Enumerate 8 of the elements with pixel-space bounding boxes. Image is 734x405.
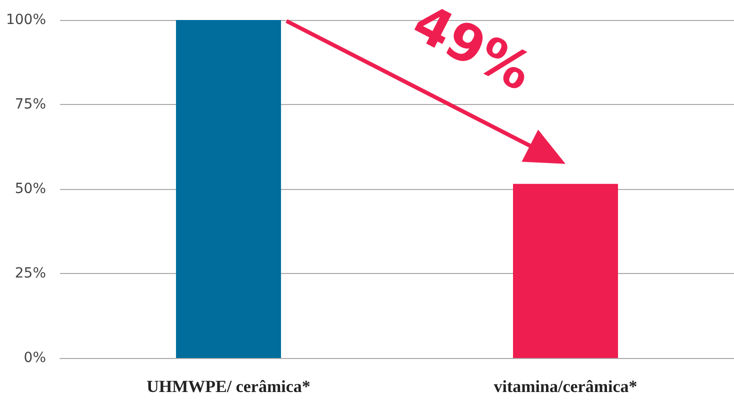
annotation: 49% (403, 0, 542, 104)
x-tick-label: vitamina/cerâmica* (494, 377, 638, 396)
y-tick-label: 0% (24, 350, 46, 366)
y-tick-label: 100% (6, 12, 46, 28)
y-tick-label: 50% (14, 181, 46, 197)
x-tick-label: UHMWPE/ cerâmica* (146, 377, 310, 396)
y-tick-label: 75% (14, 96, 46, 112)
y-tick-label: 25% (14, 266, 46, 282)
